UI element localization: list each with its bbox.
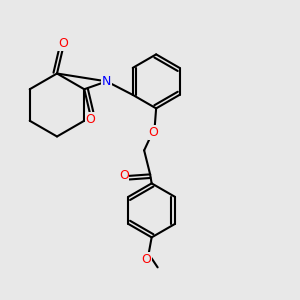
Text: O: O (119, 169, 129, 182)
Text: N: N (102, 75, 111, 88)
Text: O: O (141, 253, 151, 266)
Text: O: O (148, 126, 158, 139)
Text: O: O (58, 37, 68, 50)
Text: O: O (85, 113, 95, 126)
